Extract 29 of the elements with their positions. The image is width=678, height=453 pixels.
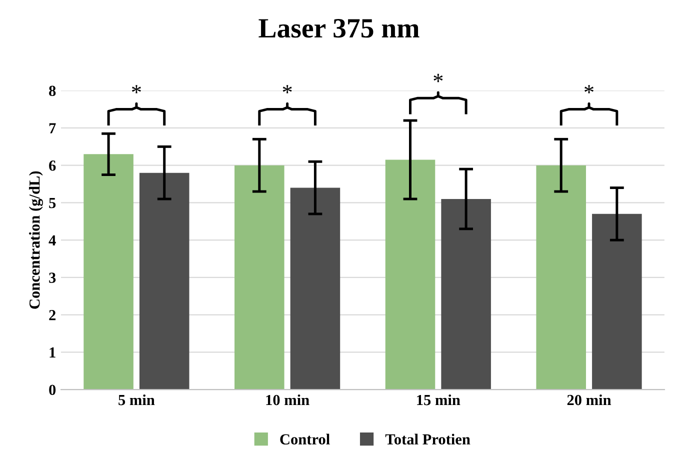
annotation: * xyxy=(282,85,292,94)
bar xyxy=(592,214,642,390)
y-tick-label: 0 xyxy=(49,384,56,396)
y-tick-label: 3 xyxy=(49,272,56,283)
x-tick-label: 15 min xyxy=(417,394,460,406)
y-axis-title: Concentration (g/dL) xyxy=(28,171,43,309)
x-tick-label: 10 min xyxy=(266,394,310,406)
y-tick-label: 4 xyxy=(48,235,56,246)
y-tick-label: 5 xyxy=(49,198,56,208)
y-tick-label: 7 xyxy=(49,123,56,134)
bar xyxy=(536,165,586,390)
x-tick-label: 5 min xyxy=(118,394,155,406)
y-tick-label: 1 xyxy=(50,347,56,358)
bar xyxy=(385,160,436,390)
bar xyxy=(441,198,491,390)
bar xyxy=(234,165,284,390)
x-tick-label: 20 min xyxy=(567,394,612,406)
annotation: * xyxy=(584,85,594,94)
y-tick-label: 6 xyxy=(49,160,56,171)
legend-label: Control xyxy=(280,434,330,445)
legend-label: Total Protien xyxy=(385,434,470,445)
bar xyxy=(84,154,134,390)
bar xyxy=(290,188,340,390)
y-tick-label: 8 xyxy=(49,86,56,96)
bar xyxy=(139,172,190,390)
chart-title: Laser 375 nm xyxy=(258,19,420,38)
text: * xyxy=(434,74,443,82)
annotation: * xyxy=(132,85,141,94)
y-tick-label: 2 xyxy=(49,310,56,320)
